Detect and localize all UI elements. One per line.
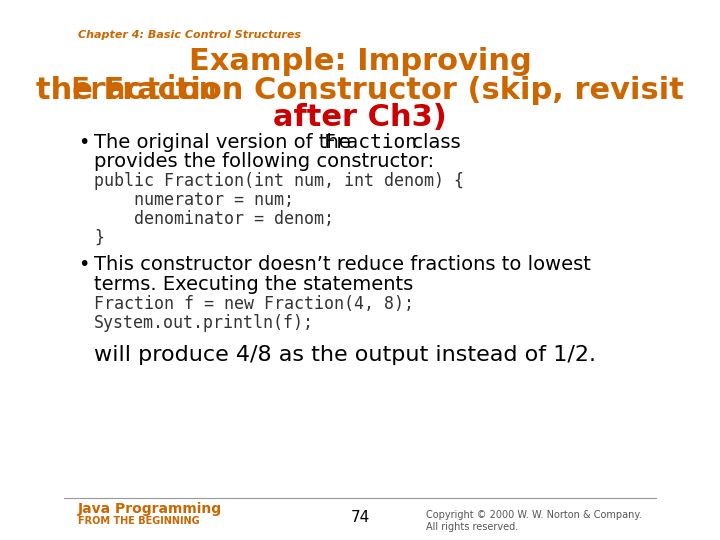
Text: class: class	[406, 133, 461, 152]
Text: public Fraction(int num, int denom) {: public Fraction(int num, int denom) {	[94, 172, 464, 190]
Text: Fraction: Fraction	[71, 76, 217, 105]
Text: Chapter 4: Basic Control Structures: Chapter 4: Basic Control Structures	[78, 30, 301, 40]
Text: provides the following constructor:: provides the following constructor:	[94, 152, 434, 171]
Text: after Ch3): after Ch3)	[273, 103, 447, 132]
Text: will produce 4/8 as the output instead of 1/2.: will produce 4/8 as the output instead o…	[94, 345, 596, 365]
Text: Java Programming: Java Programming	[78, 502, 222, 516]
Text: the Fraction Constructor (skip, revisit: the Fraction Constructor (skip, revisit	[36, 76, 684, 105]
Text: System.out.println(f);: System.out.println(f);	[94, 314, 314, 332]
Text: Fraction: Fraction	[324, 133, 418, 152]
Text: •: •	[78, 255, 89, 274]
Text: }: }	[94, 229, 104, 247]
Text: Example: Improving: Example: Improving	[189, 47, 531, 76]
Text: Copyright © 2000 W. W. Norton & Company.
All rights reserved.: Copyright © 2000 W. W. Norton & Company.…	[426, 510, 642, 531]
Text: denominator = denom;: denominator = denom;	[94, 210, 334, 228]
Text: numerator = num;: numerator = num;	[94, 191, 294, 209]
Text: This constructor doesn’t reduce fractions to lowest: This constructor doesn’t reduce fraction…	[94, 255, 591, 274]
Text: 74: 74	[351, 510, 369, 525]
Text: •: •	[78, 133, 89, 152]
Text: FROM THE BEGINNING: FROM THE BEGINNING	[78, 516, 200, 526]
Text: The original version of the: The original version of the	[94, 133, 357, 152]
Text: Fraction f = new Fraction(4, 8);: Fraction f = new Fraction(4, 8);	[94, 295, 414, 313]
Text: terms. Executing the statements: terms. Executing the statements	[94, 275, 413, 294]
